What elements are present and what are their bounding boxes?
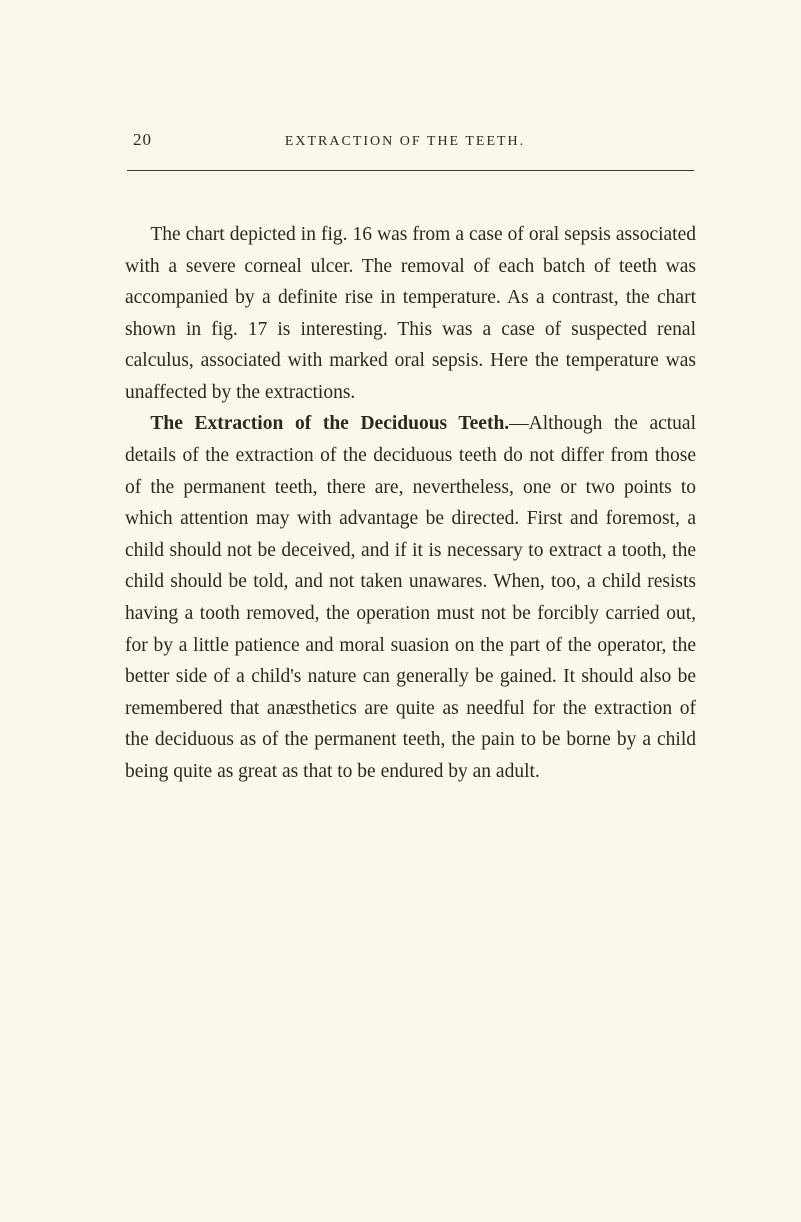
- page-container: 20 EXTRACTION OF THE TEETH. The chart de…: [0, 0, 801, 847]
- section-heading: The Extraction of the Deciduous Teeth.: [150, 413, 509, 434]
- page-header: 20 EXTRACTION OF THE TEETH.: [125, 130, 696, 150]
- running-title: EXTRACTION OF THE TEETH.: [152, 134, 658, 150]
- body-text: The chart depicted in fig. 16 was from a…: [125, 219, 696, 787]
- header-rule: [127, 170, 694, 171]
- paragraph-1: The chart depicted in fig. 16 was from a…: [125, 219, 696, 408]
- page-number: 20: [133, 130, 152, 150]
- paragraph-2-body: —Although the actual details of the extr…: [125, 413, 696, 781]
- paragraph-2: The Extraction of the Deciduous Teeth.—A…: [125, 408, 696, 787]
